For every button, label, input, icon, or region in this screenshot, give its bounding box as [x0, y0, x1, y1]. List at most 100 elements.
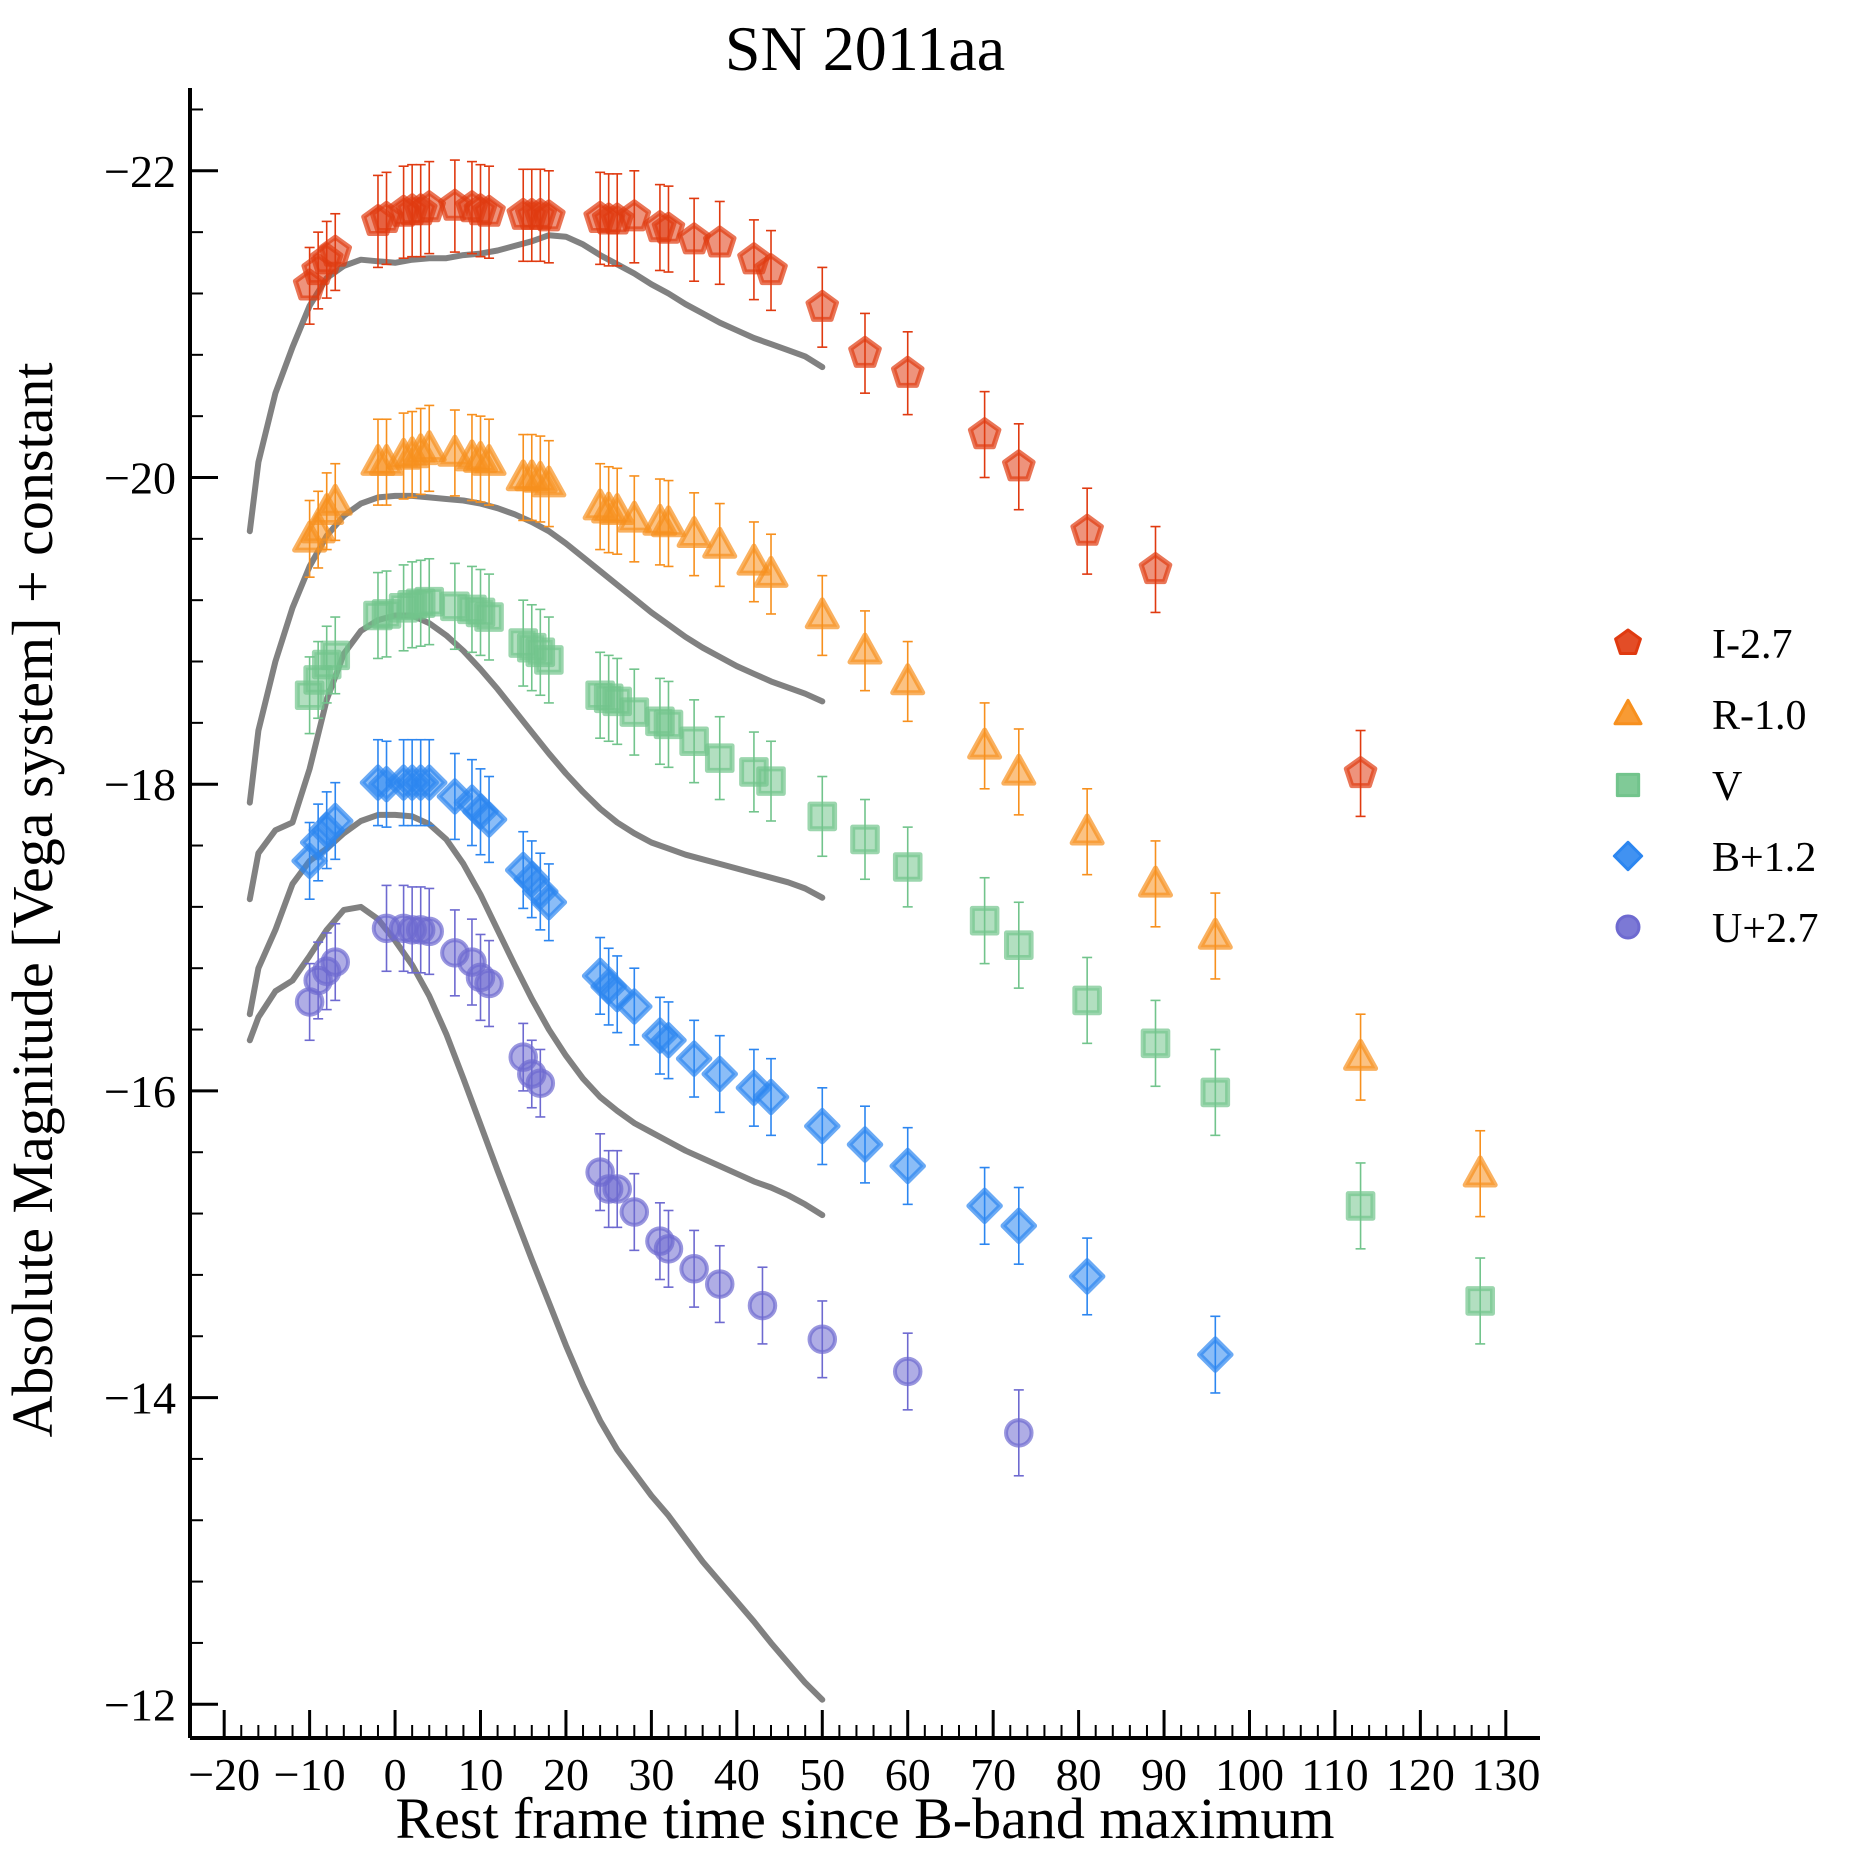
- legend-label: V: [1712, 764, 1742, 810]
- data-point: [651, 211, 686, 244]
- data-point: [1465, 1286, 1495, 1316]
- data-point: [1002, 449, 1036, 482]
- legend-marker: [1614, 628, 1642, 655]
- data-point: [474, 602, 504, 632]
- x-tick-label: 90: [1141, 1749, 1187, 1800]
- legend-marker: [1612, 840, 1644, 872]
- data-point: [1001, 753, 1037, 786]
- legend-entry-R-1.0: R-1.0: [1613, 693, 1807, 739]
- data-point: [650, 505, 686, 538]
- y-tick-label: −12: [104, 1679, 176, 1730]
- data-point: [474, 968, 504, 999]
- x-tick-label: 0: [384, 1749, 407, 1800]
- x-tick-label: 20: [543, 1749, 589, 1800]
- legend-entry-U+2.7: U+2.7: [1615, 906, 1819, 952]
- x-tick-label: 10: [458, 1749, 504, 1800]
- data-point: [1000, 1207, 1038, 1245]
- data-point: [847, 632, 883, 665]
- legend-entry-I-2.7: I-2.7: [1614, 622, 1792, 668]
- data-point: [320, 640, 351, 671]
- x-tick-label: 110: [1301, 1749, 1368, 1800]
- data-point: [317, 802, 354, 840]
- data-point: [967, 417, 1002, 450]
- series-U+2.7: [294, 884, 1034, 1477]
- legend-label: I-2.7: [1712, 622, 1792, 668]
- data-point: [1197, 917, 1233, 950]
- y-tick-label: −14: [104, 1373, 176, 1424]
- x-axis-label: Rest frame time since B-band maximum: [395, 1786, 1334, 1851]
- data-point: [890, 663, 926, 696]
- data-point: [891, 355, 925, 388]
- x-tick-label: 40: [714, 1749, 760, 1800]
- legend-entry-V: V: [1615, 764, 1742, 810]
- data-point: [892, 1356, 923, 1387]
- data-point: [747, 1290, 778, 1321]
- data-point: [846, 1126, 884, 1163]
- legend-label: R-1.0: [1712, 693, 1807, 739]
- data-point: [300, 511, 336, 544]
- legend-marker: [1615, 772, 1641, 798]
- data-point: [966, 1187, 1003, 1225]
- series-I-2.7: [292, 159, 1378, 818]
- data-point: [675, 1040, 713, 1077]
- data-point: [414, 586, 445, 617]
- data-point: [677, 222, 711, 255]
- data-point: [1070, 513, 1104, 546]
- x-tick-label: 120: [1386, 1749, 1455, 1800]
- axes: −20 −10 0 10 20 30 40 50 60 70 80 90 100 110 120 130 −22…: [104, 88, 1540, 1800]
- legend-label: U+2.7: [1712, 906, 1819, 952]
- data-point: [1197, 1336, 1234, 1373]
- data-point: [414, 916, 444, 947]
- data-point: [617, 199, 652, 232]
- data-point: [1462, 1155, 1498, 1188]
- series-R-1.0: [292, 404, 1498, 1218]
- data-point: [704, 1269, 735, 1299]
- x-tick-label: −10: [274, 1749, 346, 1800]
- data-point: [1200, 1077, 1231, 1108]
- data-point: [752, 1078, 790, 1116]
- legend-marker: [1613, 698, 1643, 726]
- data-point: [619, 1197, 650, 1227]
- data-point: [1069, 813, 1105, 846]
- data-point: [471, 443, 507, 476]
- data-point: [969, 905, 1000, 936]
- data-point: [653, 1234, 684, 1264]
- model-curve-5: [246, 903, 826, 1703]
- y-tick-label: −20: [104, 452, 176, 503]
- data-point: [616, 988, 653, 1025]
- series-V: [294, 557, 1495, 1345]
- data-point: [804, 1107, 841, 1145]
- data-point: [848, 335, 882, 368]
- x-tick-label: 100: [1215, 1749, 1284, 1800]
- data-point: [1343, 756, 1378, 789]
- data-point: [754, 253, 788, 286]
- data-point: [676, 515, 712, 548]
- data-point: [410, 764, 448, 801]
- data-point: [531, 465, 567, 498]
- legend-marker: [1615, 914, 1641, 940]
- data-point: [411, 430, 447, 463]
- data-point: [807, 801, 838, 832]
- x-tick-label: 70: [970, 1749, 1016, 1800]
- y-axis-label: Absolute Magnitude [Vega system] + const…: [0, 363, 65, 1438]
- data-point: [1068, 1258, 1106, 1295]
- series-B+1.2: [291, 738, 1234, 1394]
- data-point: [753, 555, 789, 588]
- y-tick-label: −22: [104, 146, 176, 197]
- data-point: [1004, 1418, 1034, 1448]
- data-points: [291, 159, 1498, 1477]
- data-point: [679, 726, 709, 757]
- data-point: [702, 526, 738, 559]
- x-tick-label: 80: [1056, 1749, 1102, 1800]
- x-tick-label: −20: [188, 1749, 260, 1800]
- data-point: [889, 1147, 926, 1185]
- data-point: [850, 824, 880, 855]
- data-point: [530, 884, 568, 921]
- data-point: [736, 543, 772, 576]
- model-curve-4: [246, 811, 826, 1219]
- data-point: [320, 947, 351, 977]
- data-point: [704, 743, 735, 773]
- data-point: [317, 483, 353, 516]
